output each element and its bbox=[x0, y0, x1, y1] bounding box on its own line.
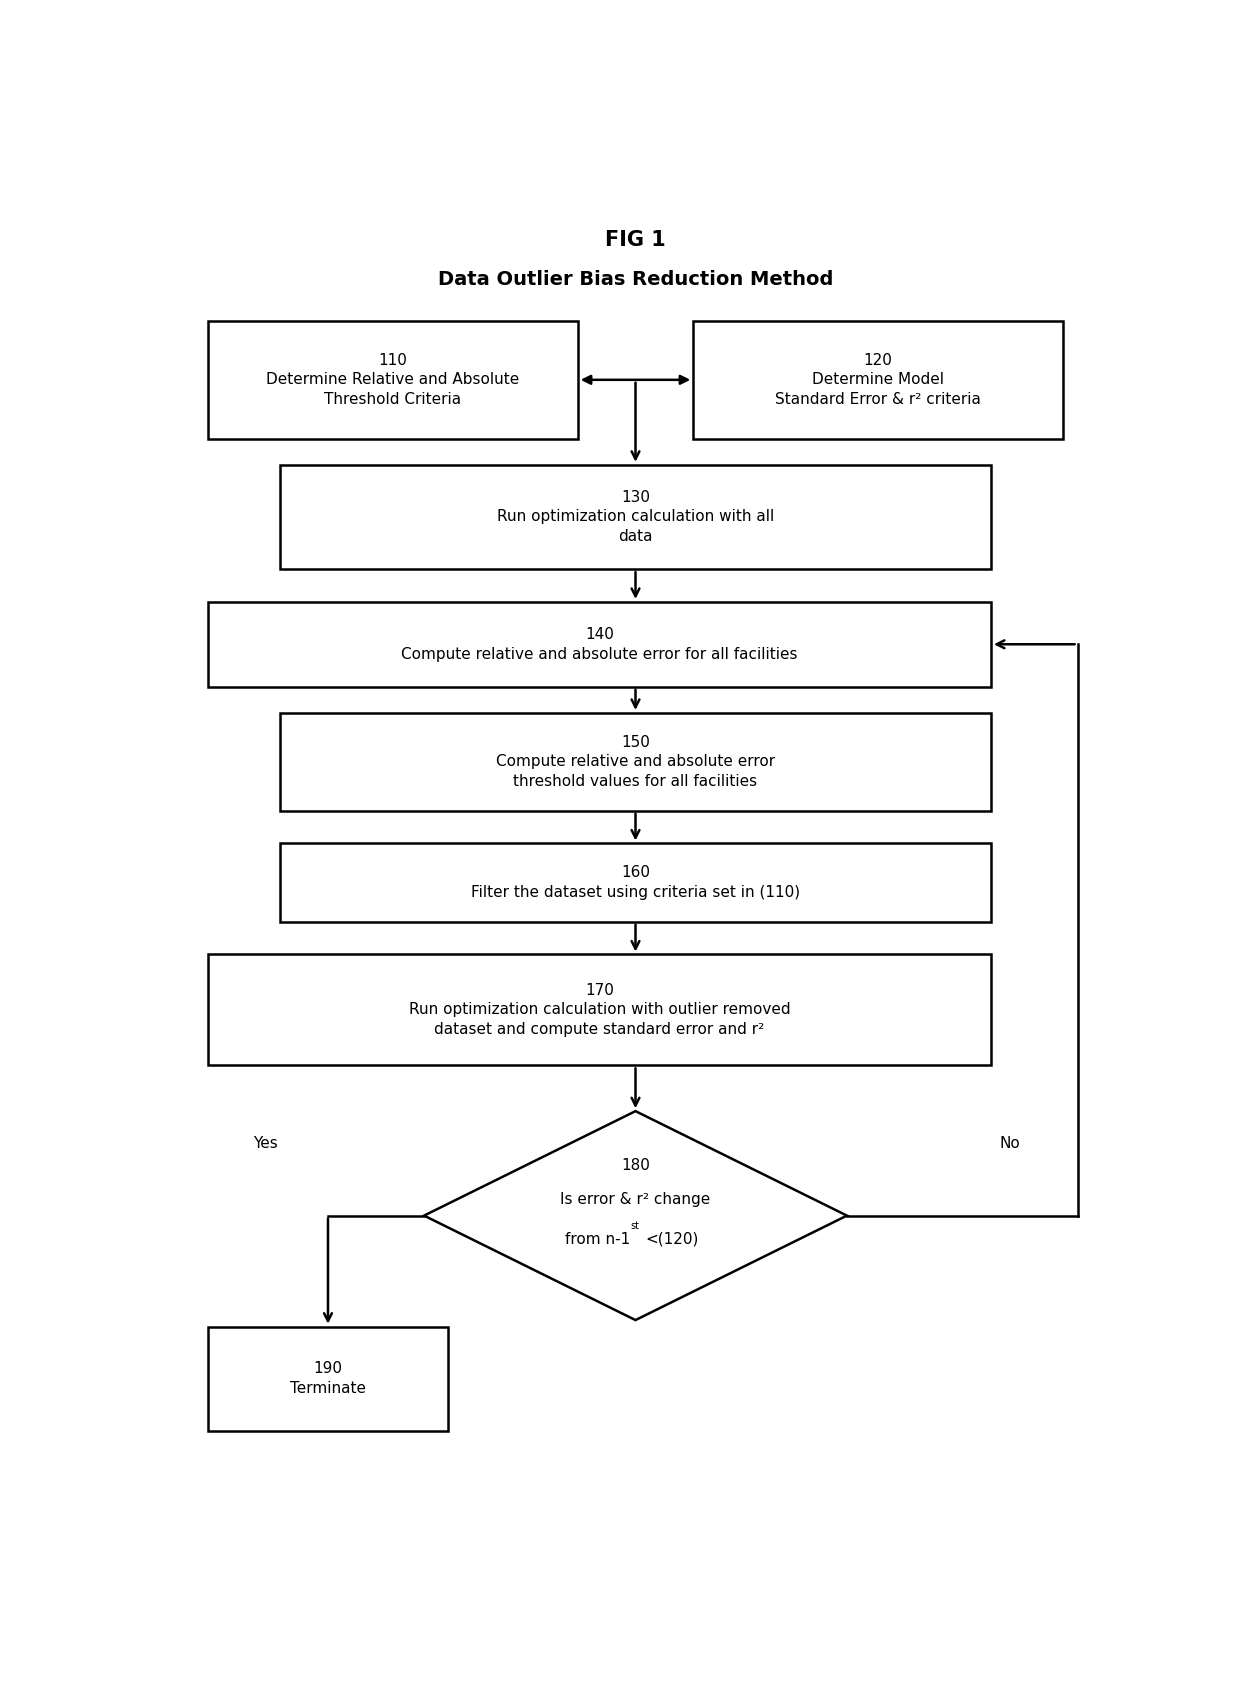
Bar bbox=[208, 602, 991, 687]
Bar bbox=[280, 465, 991, 570]
Text: 150
Compute relative and absolute error
threshold values for all facilities: 150 Compute relative and absolute error … bbox=[496, 734, 775, 789]
Text: 190
Terminate: 190 Terminate bbox=[290, 1362, 366, 1396]
Text: Yes: Yes bbox=[253, 1136, 278, 1152]
Text: Data Outlier Bias Reduction Method: Data Outlier Bias Reduction Method bbox=[438, 270, 833, 288]
Bar bbox=[280, 843, 991, 923]
Text: 170
Run optimization calculation with outlier removed
dataset and compute standa: 170 Run optimization calculation with ou… bbox=[409, 982, 790, 1038]
Text: Is error & r² change: Is error & r² change bbox=[560, 1192, 711, 1208]
Bar bbox=[208, 1326, 448, 1431]
Text: 180: 180 bbox=[621, 1158, 650, 1174]
Text: 110
Determine Relative and Absolute
Threshold Criteria: 110 Determine Relative and Absolute Thre… bbox=[267, 353, 520, 407]
Bar bbox=[208, 321, 578, 439]
Text: 130
Run optimization calculation with all
data: 130 Run optimization calculation with al… bbox=[497, 490, 774, 544]
Bar bbox=[280, 712, 991, 811]
Text: st: st bbox=[631, 1221, 640, 1231]
Bar bbox=[208, 955, 991, 1065]
Text: 120
Determine Model
Standard Error & r² criteria: 120 Determine Model Standard Error & r² … bbox=[775, 353, 981, 407]
Text: No: No bbox=[999, 1136, 1021, 1152]
Text: 160
Filter the dataset using criteria set in (110): 160 Filter the dataset using criteria se… bbox=[471, 865, 800, 901]
Polygon shape bbox=[424, 1111, 847, 1319]
Text: 140
Compute relative and absolute error for all facilities: 140 Compute relative and absolute error … bbox=[402, 628, 797, 661]
Text: <(120): <(120) bbox=[645, 1231, 698, 1247]
Text: from n-1: from n-1 bbox=[565, 1231, 631, 1247]
Text: FIG 1: FIG 1 bbox=[605, 231, 666, 249]
Bar bbox=[693, 321, 1063, 439]
